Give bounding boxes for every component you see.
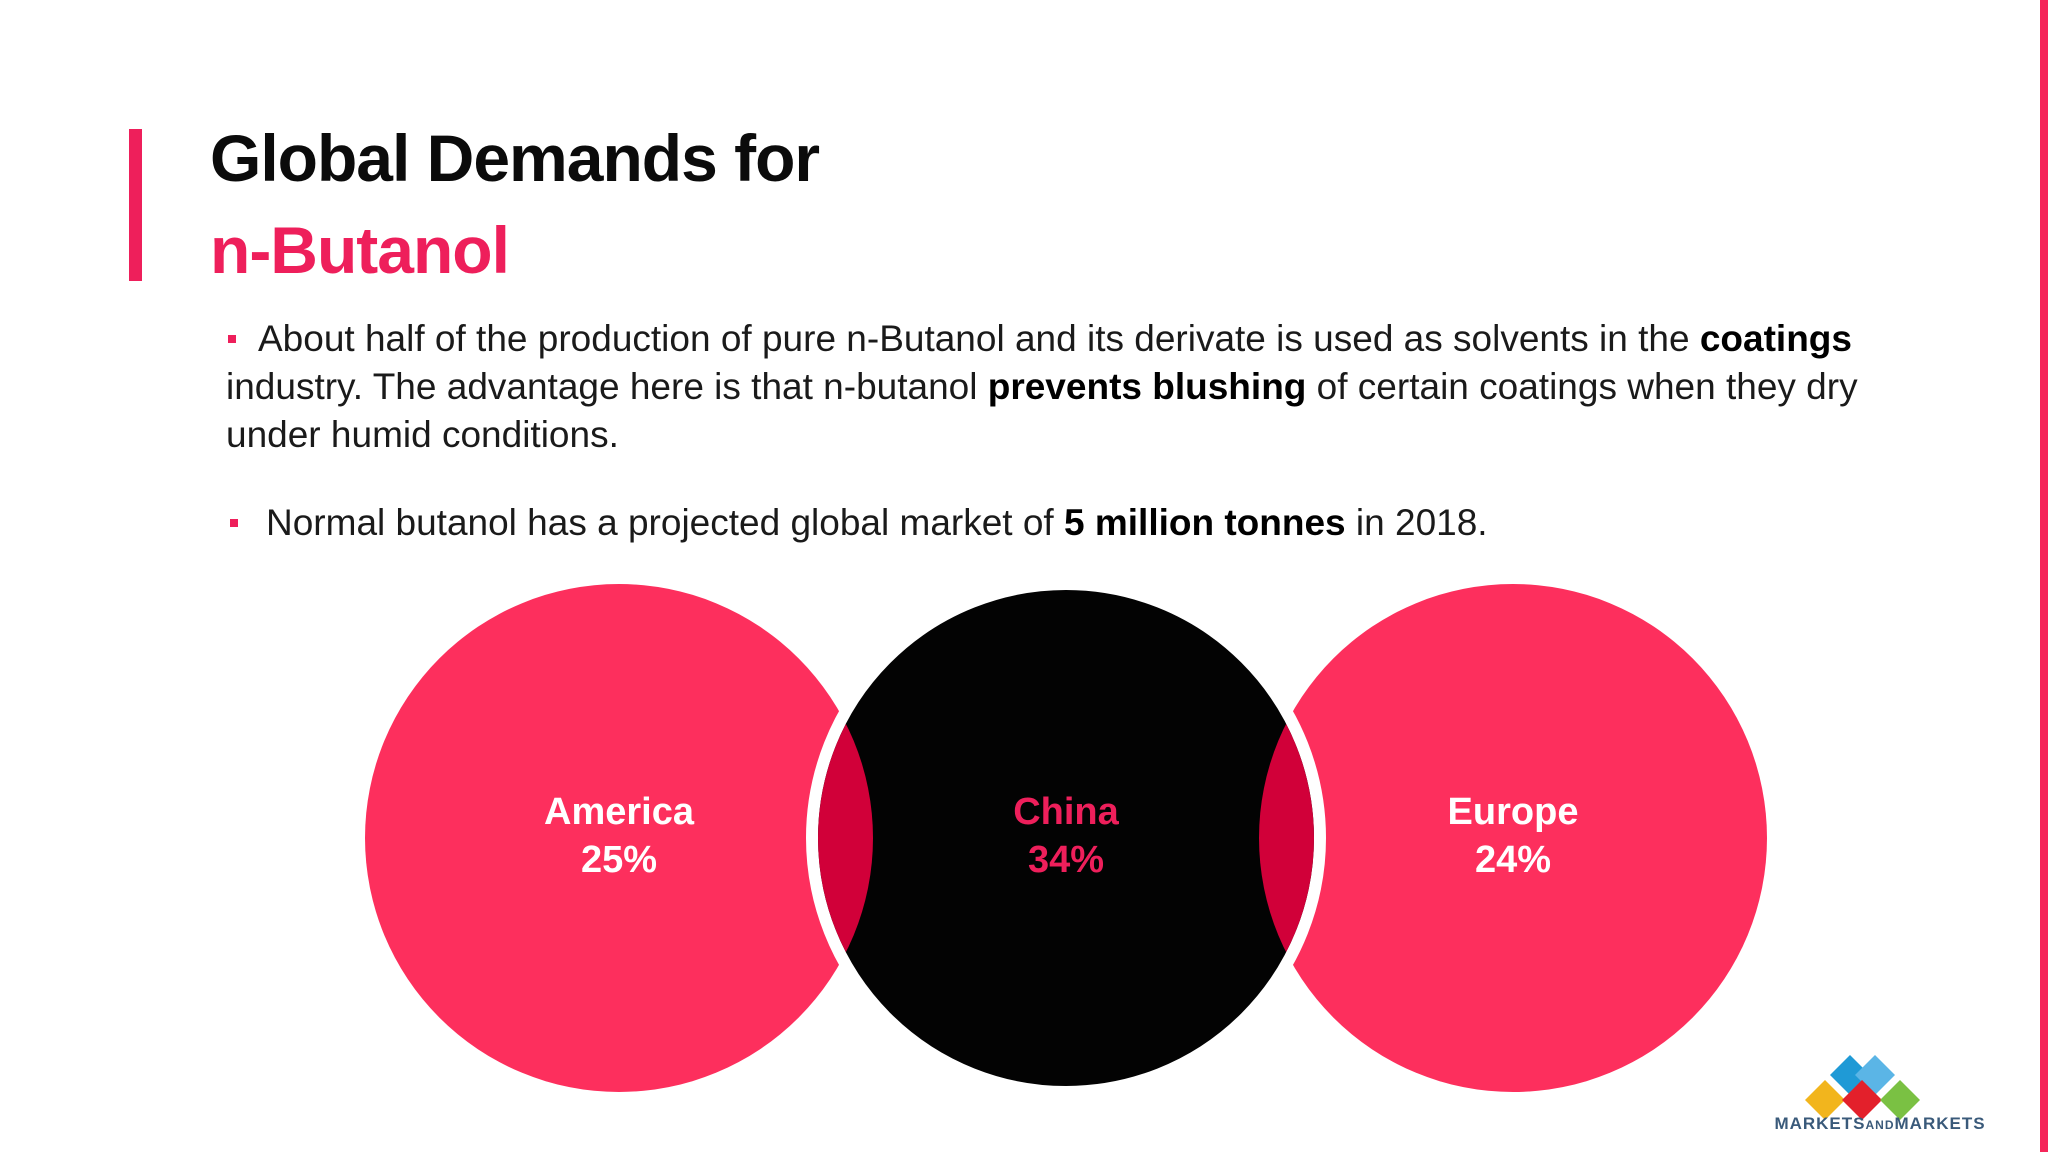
diamond-cluster-logo-icon xyxy=(1805,1055,1920,1120)
title-line-1: Global Demands for xyxy=(210,121,820,195)
america-label: America 25% xyxy=(469,788,769,884)
region-share: 34% xyxy=(1027,839,1105,881)
region-name: Europe xyxy=(1447,791,1579,833)
logo-wordmark: MARKETSANDMARKETS xyxy=(1755,1114,2005,1134)
region-share: 25% xyxy=(580,839,658,881)
bullet-square-icon xyxy=(228,335,236,343)
bullet-bold-blushing: prevents blushing xyxy=(987,366,1307,407)
bullet-item-coatings: About half of the production of pure n-B… xyxy=(226,315,1906,459)
page-title: Global Demands for n-Butanol xyxy=(210,112,820,296)
region-name: America xyxy=(544,791,694,833)
bullet-bold-coatings: coatings xyxy=(1699,318,1852,359)
title-accent-bar xyxy=(129,129,142,281)
bullet-text: of certain coatings when they dry under … xyxy=(226,366,1858,455)
bullet-text: in 2018. xyxy=(1345,502,1488,543)
bullet-text: About half of the production of pure n-B… xyxy=(258,318,1700,359)
bullet-square-icon xyxy=(230,519,238,527)
logo-word-1: MARKETS xyxy=(1774,1114,1866,1133)
right-edge-accent xyxy=(2040,0,2048,1152)
logo-word-2: AND xyxy=(1865,1118,1895,1132)
bullet-text: industry. The advantage here is that n-b… xyxy=(226,366,988,407)
europe-label: Europe 24% xyxy=(1363,788,1663,884)
bullet-item-market: Normal butanol has a projected global ma… xyxy=(226,499,1906,547)
region-share: 24% xyxy=(1474,839,1552,881)
title-line-2: n-Butanol xyxy=(210,213,510,287)
bullet-list: About half of the production of pure n-B… xyxy=(226,315,1906,547)
logo-word-3: MARKETS xyxy=(1894,1114,1986,1133)
bullet-bold-tonnes: 5 million tonnes xyxy=(1064,502,1346,543)
region-name: China xyxy=(1013,791,1119,833)
bullet-text: Normal butanol has a projected global ma… xyxy=(266,502,1064,543)
china-label: China 34% xyxy=(916,788,1216,884)
